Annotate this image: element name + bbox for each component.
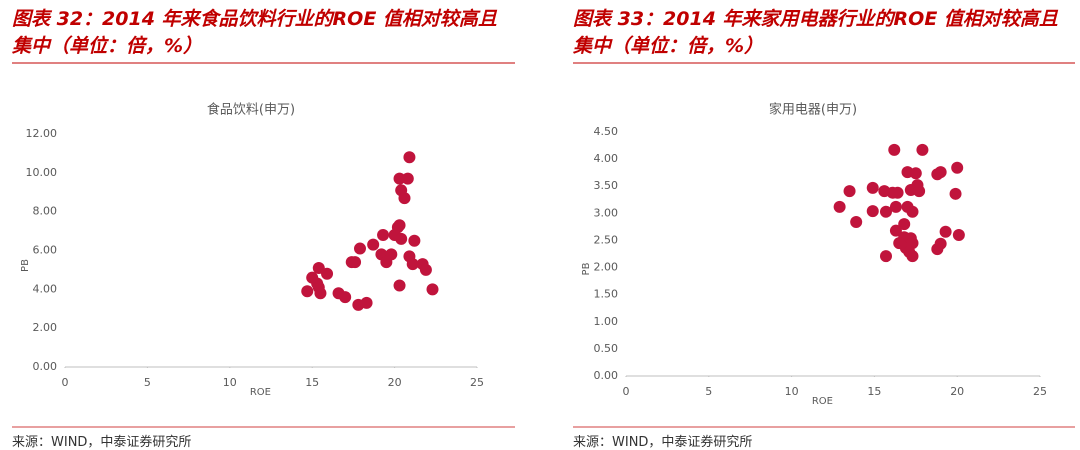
x-tick-label: 15	[867, 385, 881, 398]
scatter-point	[398, 192, 411, 205]
source-note: 来源：WIND，中泰证券研究所	[12, 435, 192, 450]
scatter-point	[866, 205, 879, 218]
scatter-point	[898, 218, 911, 231]
scatter-point	[939, 225, 952, 238]
x-tick-label: 20	[950, 385, 964, 398]
y-tick-label: 1.50	[594, 288, 619, 301]
scatter-point	[951, 161, 964, 174]
x-tick-label: 0	[62, 376, 69, 389]
y-tick-label: 3.00	[594, 206, 619, 219]
x-axis-label: ROE	[812, 396, 833, 407]
scatter-point	[393, 172, 406, 185]
chart-title: 食品饮料(申万)	[207, 102, 295, 118]
scatter-point	[312, 281, 325, 294]
scatter-point	[395, 232, 408, 245]
y-tick-label: 0.00	[594, 369, 619, 382]
y-tick-label: 2.00	[594, 261, 619, 274]
scatter-point	[889, 224, 902, 237]
x-tick-label: 25	[470, 376, 484, 389]
x-tick-label: 10	[223, 376, 237, 389]
x-tick-label: 5	[705, 385, 712, 398]
x-tick-label: 5	[144, 376, 151, 389]
y-tick-label: 3.50	[594, 179, 619, 192]
scatter-point	[339, 291, 352, 304]
x-tick-label: 20	[388, 376, 402, 389]
scatter-point	[367, 238, 380, 251]
scatter-point	[934, 166, 947, 179]
y-tick-label: 12.00	[26, 127, 58, 140]
scatter-point	[403, 151, 416, 164]
scatter-point	[879, 250, 892, 263]
scatter-point	[913, 185, 926, 198]
x-tick-label: 10	[785, 385, 799, 398]
x-tick-label: 25	[1033, 385, 1047, 398]
scatter-point	[321, 267, 334, 280]
scatter-point	[377, 228, 390, 241]
y-tick-label: 2.50	[594, 233, 619, 246]
scatter-point	[360, 296, 373, 309]
scatter-point	[906, 205, 919, 218]
scatter-point	[850, 216, 863, 229]
y-tick-label: 2.00	[33, 321, 58, 334]
x-axis-label: ROE	[250, 387, 271, 398]
scatter-point	[931, 243, 944, 256]
figure-caption: 图表 33：2014 年来家用电器行业的ROE 值相对较高且集中（单位：倍，%）	[573, 8, 1058, 57]
scatter-point	[891, 186, 904, 199]
y-tick-label: 0.00	[33, 360, 58, 373]
scatter-point	[949, 187, 962, 200]
x-tick-label: 0	[623, 385, 630, 398]
figure-caption: 图表 32：2014 年来食品饮料行业的ROE 值相对较高且集中（单位：倍，%）	[12, 8, 497, 57]
x-tick-label: 15	[305, 376, 319, 389]
scatter-point	[301, 285, 314, 298]
scatter-point	[426, 283, 439, 296]
y-tick-label: 4.50	[594, 125, 619, 138]
y-tick-label: 10.00	[26, 166, 58, 179]
y-tick-label: 8.00	[33, 205, 58, 218]
y-tick-label: 4.00	[594, 152, 619, 165]
scatter-point	[406, 258, 419, 271]
y-axis-label: PB	[581, 262, 592, 275]
y-tick-label: 6.00	[33, 244, 58, 257]
scatter-point	[833, 200, 846, 213]
scatter-point	[879, 205, 892, 218]
chart-title: 家用电器(申万)	[769, 102, 857, 118]
scatter-point	[393, 279, 406, 292]
scatter-point	[380, 256, 393, 269]
scatter-point	[419, 263, 432, 276]
scatter-point	[916, 143, 929, 156]
y-tick-label: 1.00	[594, 315, 619, 328]
scatter-point	[401, 172, 414, 185]
y-axis-label: PB	[20, 259, 31, 272]
scatter-point	[906, 250, 919, 263]
scatter-point	[393, 219, 406, 232]
scatter-point	[345, 256, 358, 269]
scatter-point	[353, 242, 366, 255]
y-tick-label: 4.00	[33, 282, 58, 295]
scatter-point	[408, 234, 421, 247]
scatter-point	[952, 229, 965, 242]
scatter-point	[866, 181, 879, 194]
scatter-point	[888, 143, 901, 156]
scatter-point	[909, 167, 922, 180]
scatter-point	[889, 200, 902, 213]
y-tick-label: 0.50	[594, 342, 619, 355]
scatter-point	[843, 185, 856, 198]
source-note: 来源：WIND，中泰证券研究所	[573, 435, 753, 450]
